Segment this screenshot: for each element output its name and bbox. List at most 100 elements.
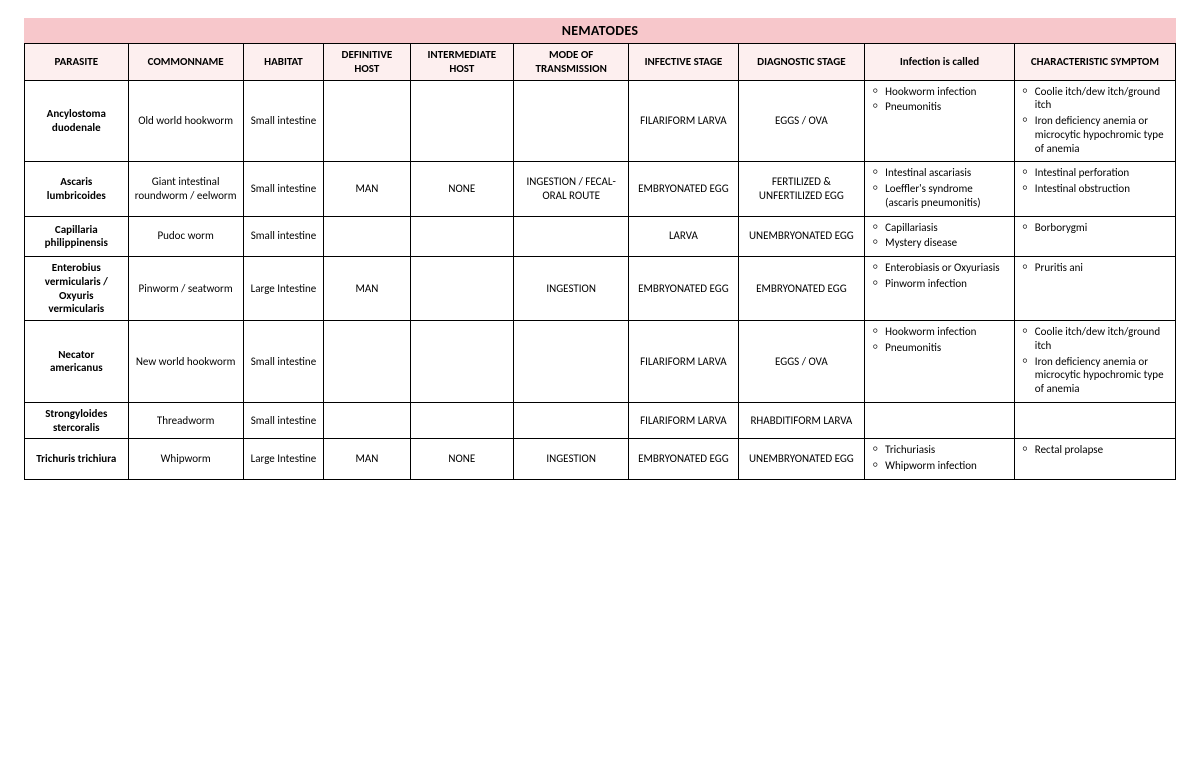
cell-mode: INGESTION bbox=[514, 439, 629, 480]
cell-symptom: Coolie itch/dew itch/ground itchIron def… bbox=[1014, 321, 1175, 403]
bullet-item: Hookworm infection bbox=[873, 325, 1008, 339]
col-diagnostic: DIAGNOSTIC STAGE bbox=[738, 44, 865, 81]
cell-def-host: MAN bbox=[324, 257, 410, 321]
cell-common: Pinworm / seatworm bbox=[128, 257, 243, 321]
cell-infection: Intestinal ascariasis Loeffler's syndrome… bbox=[865, 162, 1015, 216]
cell-parasite: Ancylostoma duodenale bbox=[25, 80, 129, 162]
cell-symptom: Rectal prolapse bbox=[1014, 439, 1175, 480]
cell-def-host bbox=[324, 402, 410, 439]
cell-common: Pudoc worm bbox=[128, 216, 243, 257]
col-mode: MODE OF TRANSMISSION bbox=[514, 44, 629, 81]
bullet-item: Intestinal ascariasis bbox=[873, 166, 1008, 180]
cell-mode: INGESTION / FECAL-ORAL ROUTE bbox=[514, 162, 629, 216]
cell-symptom: Intestinal perforation Intestinal obstruc… bbox=[1014, 162, 1175, 216]
bullet-item: Pneumonitis bbox=[873, 100, 1008, 114]
bullet-item: Capillariasis bbox=[873, 221, 1008, 235]
cell-habitat: Small intestine bbox=[243, 80, 324, 162]
cell-def-host bbox=[324, 80, 410, 162]
bullet-item: Intestinal perforation bbox=[1023, 166, 1169, 180]
cell-int-host: NONE bbox=[410, 439, 514, 480]
table-title: NEMATODES bbox=[24, 18, 1176, 43]
cell-habitat: Large Intestine bbox=[243, 439, 324, 480]
col-infection: Infection is called bbox=[865, 44, 1015, 81]
cell-diagnostic: UNEMBRYONATED EGG bbox=[738, 439, 865, 480]
cell-infection: Enterobiasis or Oxyuriasis Pinworm infect… bbox=[865, 257, 1015, 321]
cell-parasite: Strongyloides stercoralis bbox=[25, 402, 129, 439]
bullet-item: Iron deficiency anemia or microcytic hyp… bbox=[1023, 114, 1169, 155]
cell-symptom: Coolie itch/dew itch/ground itchIron def… bbox=[1014, 80, 1175, 162]
cell-int-host bbox=[410, 216, 514, 257]
cell-int-host bbox=[410, 257, 514, 321]
cell-common: New world hookworm bbox=[128, 321, 243, 403]
cell-symptom: Borborygmi bbox=[1014, 216, 1175, 257]
table-row: Ancylostoma duodenaleOld world hookwormS… bbox=[25, 80, 1176, 162]
nematodes-table: PARASITE COMMONNAME HABITAT DEFINITIVE H… bbox=[24, 43, 1176, 480]
header-row: PARASITE COMMONNAME HABITAT DEFINITIVE H… bbox=[25, 44, 1176, 81]
table-row: Ascaris lumbricoidesGiant intestinal rou… bbox=[25, 162, 1176, 216]
cell-int-host bbox=[410, 321, 514, 403]
cell-diagnostic: EMBRYONATED EGG bbox=[738, 257, 865, 321]
cell-common: Threadworm bbox=[128, 402, 243, 439]
cell-common: Old world hookworm bbox=[128, 80, 243, 162]
cell-diagnostic: UNEMBRYONATED EGG bbox=[738, 216, 865, 257]
cell-parasite: Capillaria philippinensis bbox=[25, 216, 129, 257]
bullet-item: Pneumonitis bbox=[873, 341, 1008, 355]
bullet-item: Coolie itch/dew itch/ground itch bbox=[1023, 325, 1169, 353]
cell-int-host bbox=[410, 80, 514, 162]
col-commonname: COMMONNAME bbox=[128, 44, 243, 81]
bullet-item: Intestinal obstruction bbox=[1023, 182, 1169, 196]
bullet-item: Enterobiasis or Oxyuriasis bbox=[873, 261, 1008, 275]
cell-infective: EMBRYONATED EGG bbox=[629, 439, 738, 480]
cell-parasite: Trichuris trichiura bbox=[25, 439, 129, 480]
col-infective: INFECTIVE STAGE bbox=[629, 44, 738, 81]
cell-mode bbox=[514, 80, 629, 162]
cell-infective: FILARIFORM LARVA bbox=[629, 80, 738, 162]
cell-parasite: Enterobius vermicularis / Oxyuris vermic… bbox=[25, 257, 129, 321]
cell-habitat: Small intestine bbox=[243, 216, 324, 257]
table-row: Enterobius vermicularis / Oxyuris vermic… bbox=[25, 257, 1176, 321]
cell-int-host bbox=[410, 402, 514, 439]
bullet-item: Rectal prolapse bbox=[1023, 443, 1169, 457]
cell-infective: EMBRYONATED EGG bbox=[629, 162, 738, 216]
col-def-host: DEFINITIVE HOST bbox=[324, 44, 410, 81]
cell-infective: FILARIFORM LARVA bbox=[629, 321, 738, 403]
cell-def-host bbox=[324, 216, 410, 257]
bullet-item: Whipworm infection bbox=[873, 459, 1008, 473]
table-body: Ancylostoma duodenaleOld world hookwormS… bbox=[25, 80, 1176, 479]
cell-habitat: Large Intestine bbox=[243, 257, 324, 321]
cell-int-host: NONE bbox=[410, 162, 514, 216]
cell-def-host: MAN bbox=[324, 439, 410, 480]
table-row: Capillaria philippinensisPudoc wormSmall… bbox=[25, 216, 1176, 257]
bullet-item: Pinworm infection bbox=[873, 277, 1008, 291]
cell-symptom: Pruritis ani bbox=[1014, 257, 1175, 321]
bullet-item: Loeffler's syndrome (ascaris pneumonitis… bbox=[873, 182, 1008, 210]
cell-habitat: Small intestine bbox=[243, 402, 324, 439]
cell-parasite: Necator americanus bbox=[25, 321, 129, 403]
cell-infective: LARVA bbox=[629, 216, 738, 257]
cell-infection: CapillariasisMystery disease bbox=[865, 216, 1015, 257]
cell-def-host: MAN bbox=[324, 162, 410, 216]
bullet-item: Borborygmi bbox=[1023, 221, 1169, 235]
cell-infection: Trichuriasis Whipworm infection bbox=[865, 439, 1015, 480]
bullet-item: Hookworm infection bbox=[873, 85, 1008, 99]
bullet-item: Iron deficiency anemia or microcytic hyp… bbox=[1023, 355, 1169, 396]
table-row: Strongyloides stercoralisThreadwormSmall… bbox=[25, 402, 1176, 439]
cell-mode bbox=[514, 402, 629, 439]
cell-infection: Hookworm infection Pneumonitis bbox=[865, 321, 1015, 403]
cell-habitat: Small intestine bbox=[243, 162, 324, 216]
bullet-item: Trichuriasis bbox=[873, 443, 1008, 457]
cell-diagnostic: EGGS / OVA bbox=[738, 321, 865, 403]
cell-common: Giant intestinal roundworm / eelworm bbox=[128, 162, 243, 216]
cell-diagnostic: FERTILIZED & UNFERTILIZED EGG bbox=[738, 162, 865, 216]
cell-diagnostic: EGGS / OVA bbox=[738, 80, 865, 162]
cell-infection bbox=[865, 402, 1015, 439]
cell-diagnostic: RHABDITIFORM LARVA bbox=[738, 402, 865, 439]
col-symptom: CHARACTERISTIC SYMPTOM bbox=[1014, 44, 1175, 81]
cell-infective: FILARIFORM LARVA bbox=[629, 402, 738, 439]
cell-def-host bbox=[324, 321, 410, 403]
cell-habitat: Small intestine bbox=[243, 321, 324, 403]
col-int-host: INTERMEDIATE HOST bbox=[410, 44, 514, 81]
cell-infection: Hookworm infectionPneumonitis bbox=[865, 80, 1015, 162]
bullet-item: Coolie itch/dew itch/ground itch bbox=[1023, 85, 1169, 113]
table-row: Trichuris trichiuraWhipwormLarge Intesti… bbox=[25, 439, 1176, 480]
